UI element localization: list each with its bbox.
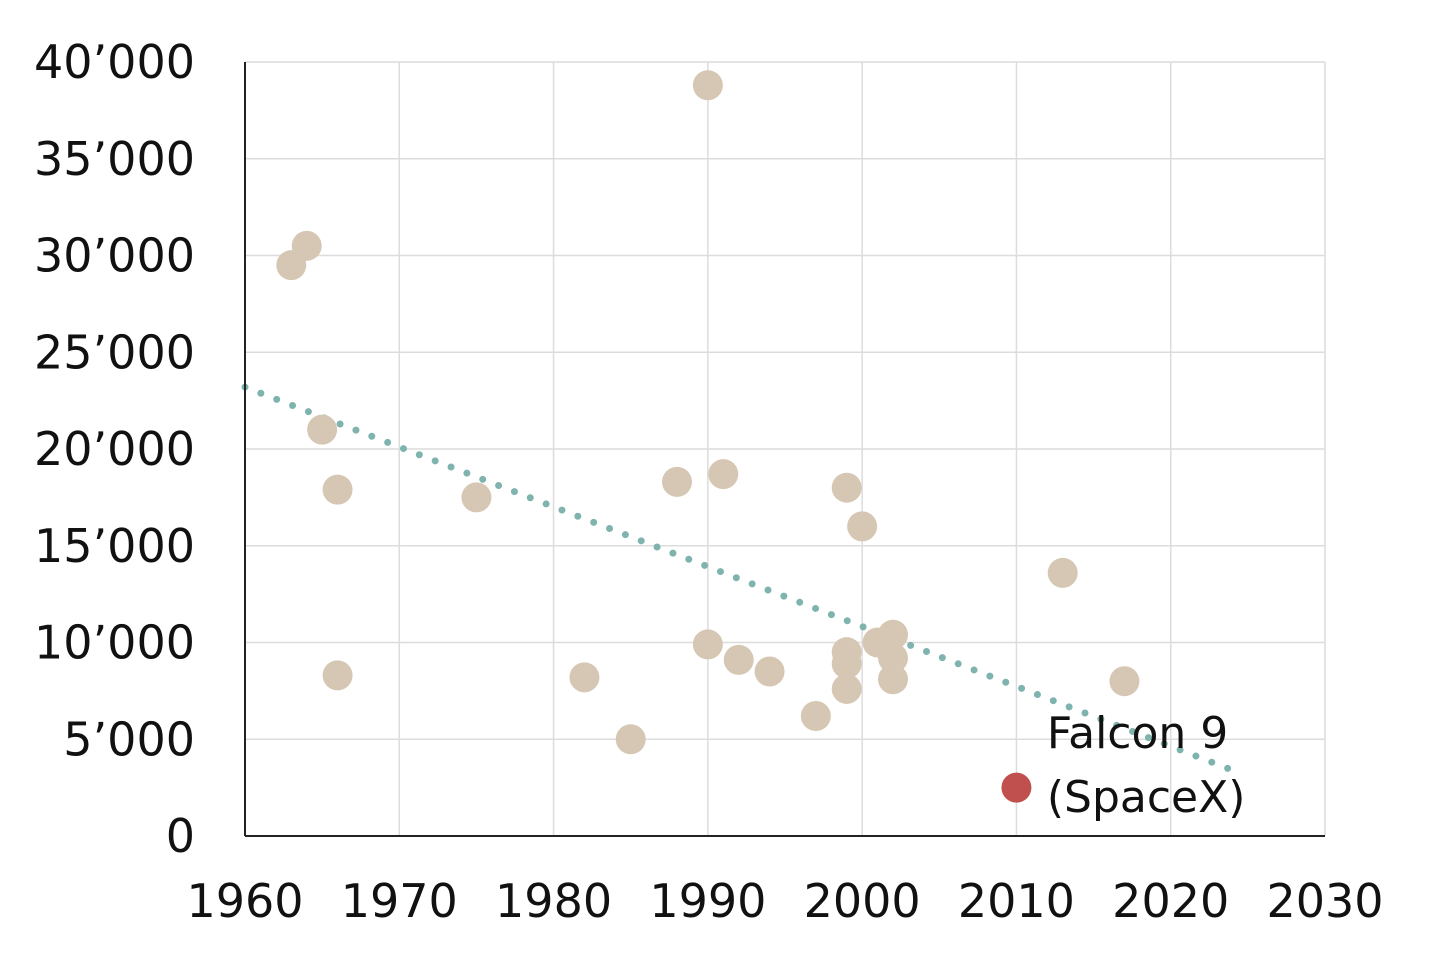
data-point: [831, 472, 862, 503]
trendline-dotted: [241, 383, 1236, 774]
data-point: [847, 511, 878, 542]
y-axis-tick-labels: 0 5’000 10’000 15’000 20’000 25’000 30’000 35’0…: [34, 35, 195, 863]
data-point-falcon9: [1001, 772, 1032, 803]
grid-lines: [245, 61, 1326, 836]
data-point: [831, 648, 862, 679]
data-point: [831, 673, 862, 704]
x-tick-label: 1980: [495, 874, 612, 928]
data-points: [276, 70, 1140, 803]
annotation-falcon9-label: (SpaceX): [1047, 772, 1246, 823]
y-tick-label: 30’000: [34, 229, 195, 283]
data-point: [878, 619, 908, 650]
annotation-falcon9-label: Falcon 9: [1047, 708, 1228, 759]
y-tick-label: 5’000: [63, 712, 195, 766]
data-point: [692, 629, 723, 660]
data-point: [723, 644, 754, 675]
axes: [244, 62, 1325, 837]
x-tick-label: 1960: [186, 874, 303, 928]
trendline: [241, 383, 1236, 774]
x-tick-label: 2010: [958, 874, 1075, 928]
y-tick-label: 15’000: [34, 519, 195, 573]
data-point: [322, 660, 353, 691]
data-point: [1109, 666, 1140, 697]
data-point: [1047, 557, 1078, 588]
data-point: [692, 70, 723, 101]
data-point: [291, 230, 322, 261]
x-tick-label: 1970: [341, 874, 458, 928]
x-tick-label: 1990: [649, 874, 766, 928]
y-tick-label: 40’000: [34, 35, 195, 89]
data-point: [615, 724, 646, 755]
x-tick-label: 2030: [1266, 874, 1383, 928]
data-point: [800, 701, 831, 732]
y-tick-label: 20’000: [34, 422, 195, 476]
x-tick-label: 2020: [1112, 874, 1229, 928]
data-point: [878, 642, 908, 673]
data-point: [461, 482, 492, 513]
data-point: [307, 414, 338, 445]
data-point: [569, 662, 600, 693]
data-point: [662, 466, 692, 497]
data-point: [878, 664, 908, 695]
y-tick-label: 35’000: [34, 132, 195, 186]
x-tick-label: 2000: [804, 874, 921, 928]
data-point: [754, 656, 785, 687]
data-point: [322, 474, 353, 505]
data-point: [708, 459, 739, 490]
annotations: Falcon 9 (SpaceX): [1047, 708, 1246, 823]
y-tick-label: 0: [166, 809, 195, 863]
y-tick-label: 10’000: [34, 616, 195, 670]
y-tick-label: 25’000: [34, 325, 195, 379]
x-axis-tick-labels: 1960 1970 1980 1990 2000 2010 2020 2030: [186, 874, 1383, 928]
